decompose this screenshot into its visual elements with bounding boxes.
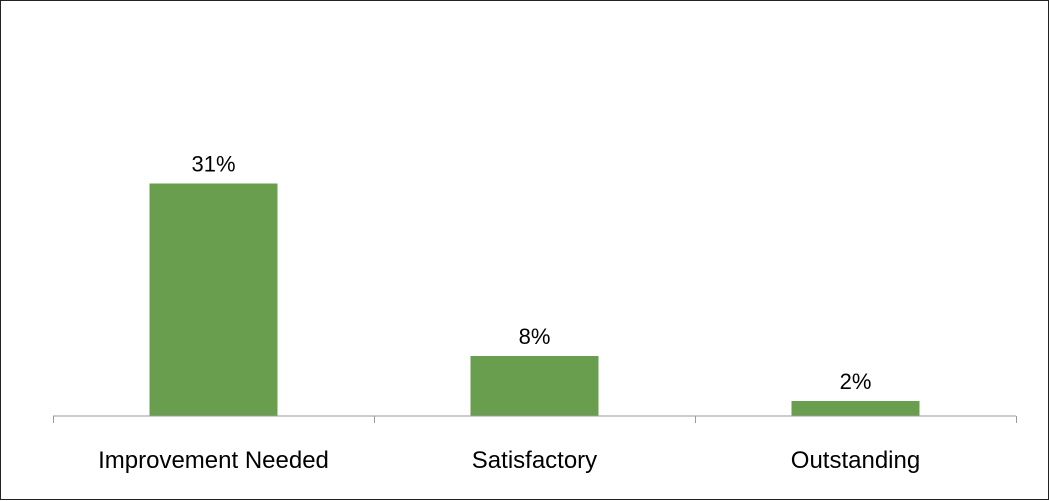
labels-layer: 31% Improvement Needed 8% Satisfactory 2% Out…: [98, 152, 920, 475]
data-label: 8%: [519, 324, 551, 349]
data-label: 2%: [840, 369, 872, 394]
x-tick-label: Outstanding: [791, 447, 920, 474]
bar-improvement-needed: [149, 183, 278, 416]
bars-layer: [149, 183, 920, 416]
data-label: 31%: [191, 152, 235, 177]
bar-satisfactory: [470, 356, 599, 416]
x-tick-label: Improvement Needed: [98, 447, 329, 474]
x-axis: [53, 415, 1017, 423]
bar-outstanding: [791, 401, 920, 416]
x-tick-label: Satisfactory: [472, 447, 597, 474]
